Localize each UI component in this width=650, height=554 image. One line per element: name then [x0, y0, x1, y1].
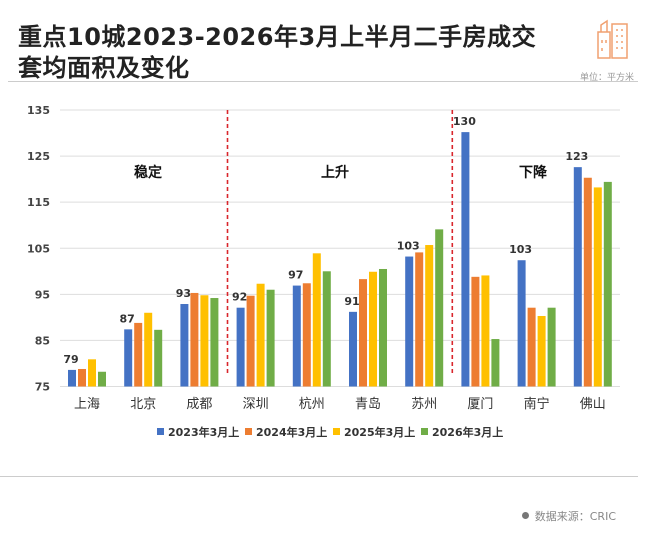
data-label: 103: [397, 240, 420, 253]
data-label: 79: [63, 353, 78, 366]
bar-厦门-2026年3月上: [491, 339, 500, 387]
bar-佛山-2023年3月上: [573, 167, 582, 387]
footer-divider: [0, 476, 638, 477]
legend-swatch: [421, 428, 428, 435]
bar-成都-2026年3月上: [210, 298, 219, 387]
legend-swatch: [333, 428, 340, 435]
bar-深圳-2024年3月上: [246, 295, 255, 387]
bar-青岛-2025年3月上: [369, 271, 377, 387]
bar-成都-2024年3月上: [190, 292, 199, 387]
y-tick-label: 125: [27, 150, 50, 163]
bar-深圳-2025年3月上: [256, 283, 265, 387]
x-tick-label: 北京: [130, 397, 156, 412]
x-tick-label: 佛山: [580, 397, 606, 412]
x-tick-label: 厦门: [467, 397, 493, 412]
x-tick-label: 苏州: [411, 396, 437, 412]
source-note: 数据来源：CRIC: [521, 508, 616, 524]
bar-深圳-2026年3月上: [266, 289, 275, 387]
data-label: 91: [344, 295, 359, 308]
bar-深圳-2023年3月上: [236, 307, 245, 387]
y-tick-label: 105: [27, 242, 50, 255]
data-label: 87: [120, 312, 135, 325]
group-annotation: 上升: [321, 164, 349, 181]
bar-佛山-2024年3月上: [583, 177, 592, 387]
bar-上海-2023年3月上: [68, 369, 76, 387]
x-tick-label: 杭州: [299, 397, 325, 412]
buildings-icon: [596, 16, 630, 64]
bar-厦门-2023年3月上: [461, 132, 470, 387]
data-label: 123: [565, 150, 588, 163]
bar-成都-2025年3月上: [200, 295, 209, 387]
bar-青岛-2023年3月上: [349, 311, 357, 387]
bar-南宁-2023年3月上: [517, 260, 526, 387]
bar-上海-2026年3月上: [98, 371, 106, 387]
y-tick-label: 75: [35, 381, 50, 394]
bar-北京-2026年3月上: [154, 329, 163, 387]
data-label: 103: [509, 243, 532, 256]
y-tick-label: 85: [35, 334, 50, 347]
bar-北京-2025年3月上: [144, 312, 153, 387]
group-annotation: 下降: [519, 164, 548, 181]
y-tick-label: 95: [35, 288, 50, 301]
legend-swatch: [157, 428, 164, 435]
title-line-2: 套均面积及变化: [18, 54, 190, 82]
data-label: 130: [453, 115, 476, 128]
bar-苏州-2025年3月上: [425, 245, 434, 387]
bar-青岛-2024年3月上: [359, 279, 367, 387]
bar-青岛-2026年3月上: [379, 268, 387, 387]
bar-厦门-2025年3月上: [481, 275, 490, 387]
bullet-icon: [521, 512, 529, 519]
y-tick-label: 135: [27, 104, 50, 117]
legend-label: 2025年3月上: [344, 425, 415, 439]
title-line-1: 重点10城2023-2026年3月上半月二手房成交: [18, 23, 537, 51]
bar-北京-2023年3月上: [124, 329, 133, 387]
bar-苏州-2023年3月上: [405, 256, 414, 387]
bar-杭州-2023年3月上: [292, 285, 301, 387]
data-label: 93: [176, 287, 191, 300]
legend-label: 2023年3月上: [168, 425, 239, 439]
bar-南宁-2025年3月上: [537, 315, 546, 387]
bar-北京-2024年3月上: [134, 322, 143, 387]
bar-佛山-2026年3月上: [603, 181, 612, 387]
bar-chart: 75 85 95 105 115 125 135 上海 79 北京 87 成都 93 深圳 92 杭州 97 青岛…: [27, 104, 620, 439]
bar-杭州-2024年3月上: [302, 283, 311, 387]
unit-label: 单位：平方米: [579, 73, 634, 83]
legend-label: 2026年3月上: [432, 425, 503, 439]
group-annotation: 稳定: [134, 164, 162, 181]
legend-swatch: [245, 428, 252, 435]
source-text: 数据来源：CRIC: [534, 510, 616, 523]
page-title: 重点10城2023-2026年3月上半月二手房成交 套均面积及变化: [18, 22, 536, 84]
bar-厦门-2024年3月上: [471, 276, 480, 387]
header-divider: [8, 81, 638, 82]
bar-上海-2025年3月上: [88, 359, 96, 387]
legend-label: 2024年3月上: [256, 425, 327, 439]
data-label: 97: [288, 269, 303, 282]
bar-上海-2024年3月上: [78, 368, 86, 387]
bar-南宁-2024年3月上: [527, 307, 536, 387]
bar-佛山-2025年3月上: [593, 187, 602, 387]
x-tick-label: 成都: [186, 397, 212, 412]
data-label: 92: [232, 291, 247, 304]
bar-南宁-2026年3月上: [547, 307, 556, 387]
bar-成都-2023年3月上: [180, 304, 189, 387]
x-tick-label: 深圳: [243, 397, 269, 412]
x-tick-label: 上海: [74, 397, 100, 412]
x-tick-label: 青岛: [355, 396, 381, 412]
bar-杭州-2026年3月上: [322, 271, 331, 387]
y-tick-label: 115: [27, 196, 50, 209]
bar-苏州-2026年3月上: [435, 229, 444, 387]
bar-杭州-2025年3月上: [312, 253, 321, 387]
x-tick-label: 南宁: [524, 396, 550, 412]
bar-苏州-2024年3月上: [415, 252, 424, 387]
